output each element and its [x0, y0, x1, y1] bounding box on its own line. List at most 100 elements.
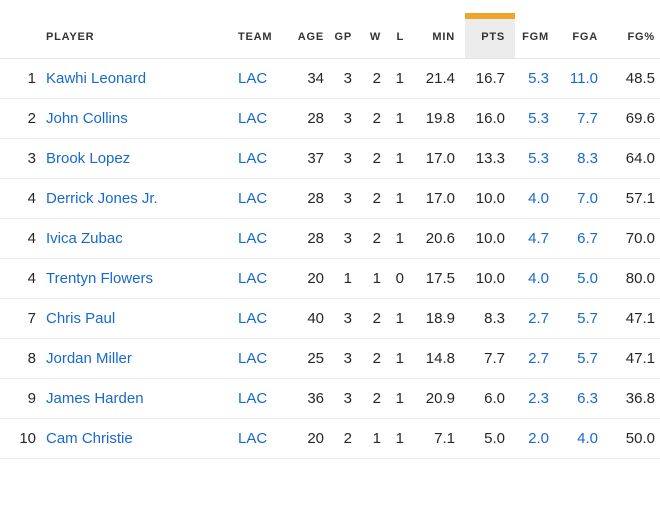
fga-cell[interactable]: 7.0	[559, 178, 608, 219]
team-link[interactable]: LAC	[232, 178, 280, 219]
player-name-link[interactable]: Trentyn Flowers	[36, 258, 232, 299]
l-cell: 1	[391, 378, 414, 419]
column-header-player[interactable]: PLAYER	[36, 0, 232, 59]
team-link[interactable]: LAC	[232, 418, 280, 459]
gp-cell: 2	[334, 418, 362, 459]
fgpct-cell: 50.0	[608, 418, 660, 459]
pts-cell: 16.0	[465, 98, 515, 139]
rank-cell: 10	[0, 418, 36, 459]
team-link[interactable]: LAC	[232, 58, 280, 99]
player-row: 4 Ivica Zubac LAC 28 3 2 1 20.6 10.0 4.7 6.7 70.0	[0, 218, 660, 259]
fgm-cell[interactable]: 2.0	[515, 418, 559, 459]
fgpct-cell: 69.6	[608, 98, 660, 139]
fga-cell[interactable]: 6.3	[559, 378, 608, 419]
age-cell: 37	[280, 138, 334, 179]
l-cell: 0	[391, 258, 414, 299]
fgpct-cell: 64.0	[608, 138, 660, 179]
player-name-link[interactable]: John Collins	[36, 98, 232, 139]
team-link[interactable]: LAC	[232, 138, 280, 179]
player-name-link[interactable]: Kawhi Leonard	[36, 58, 232, 99]
age-cell: 25	[280, 338, 334, 379]
player-row: 9 James Harden LAC 36 3 2 1 20.9 6.0 2.3 6.3 36.8	[0, 378, 660, 419]
gp-cell: 3	[334, 218, 362, 259]
player-name-link[interactable]: Derrick Jones Jr.	[36, 178, 232, 219]
column-header-fgpct[interactable]: FG%	[608, 0, 660, 59]
column-header-pts[interactable]: PTS	[465, 0, 515, 59]
fgpct-cell: 48.5	[608, 58, 660, 99]
column-header-l[interactable]: L	[391, 0, 414, 59]
rank-cell: 7	[0, 298, 36, 339]
pts-cell: 7.7	[465, 338, 515, 379]
gp-cell: 3	[334, 178, 362, 219]
pts-cell: 16.7	[465, 58, 515, 99]
fga-cell[interactable]: 5.7	[559, 338, 608, 379]
team-link[interactable]: LAC	[232, 378, 280, 419]
team-link[interactable]: LAC	[232, 338, 280, 379]
rank-cell: 1	[0, 58, 36, 99]
w-cell: 2	[362, 138, 391, 179]
team-link[interactable]: LAC	[232, 298, 280, 339]
fga-cell[interactable]: 7.7	[559, 98, 608, 139]
w-cell: 2	[362, 378, 391, 419]
l-cell: 1	[391, 138, 414, 179]
rank-cell: 8	[0, 338, 36, 379]
column-header-fgm[interactable]: FGM	[515, 0, 559, 59]
fga-cell[interactable]: 8.3	[559, 138, 608, 179]
player-row: 7 Chris Paul LAC 40 3 2 1 18.9 8.3 2.7 5.7 47.1	[0, 298, 660, 339]
player-name-link[interactable]: Ivica Zubac	[36, 218, 232, 259]
pts-cell: 6.0	[465, 378, 515, 419]
column-header-age[interactable]: AGE	[280, 0, 334, 59]
player-name-link[interactable]: James Harden	[36, 378, 232, 419]
column-header-w[interactable]: W	[362, 0, 391, 59]
fgpct-cell: 36.8	[608, 378, 660, 419]
pts-cell: 10.0	[465, 258, 515, 299]
fgm-cell[interactable]: 2.3	[515, 378, 559, 419]
column-header-min[interactable]: MIN	[414, 0, 465, 59]
player-row: 4 Trentyn Flowers LAC 20 1 1 0 17.5 10.0 4.0 5.0 80…	[0, 258, 660, 299]
fga-cell[interactable]: 4.0	[559, 418, 608, 459]
min-cell: 19.8	[414, 98, 465, 139]
fgpct-cell: 47.1	[608, 338, 660, 379]
player-name-link[interactable]: Chris Paul	[36, 298, 232, 339]
gp-cell: 1	[334, 258, 362, 299]
min-cell: 17.0	[414, 138, 465, 179]
player-row: 3 Brook Lopez LAC 37 3 2 1 17.0 13.3 5.3 8.3 64.0	[0, 138, 660, 179]
player-name-link[interactable]: Jordan Miller	[36, 338, 232, 379]
fga-cell[interactable]: 11.0	[559, 58, 608, 99]
fga-cell[interactable]: 6.7	[559, 218, 608, 259]
team-link[interactable]: LAC	[232, 258, 280, 299]
fgm-cell[interactable]: 5.3	[515, 58, 559, 99]
fga-cell[interactable]: 5.0	[559, 258, 608, 299]
pts-cell: 8.3	[465, 298, 515, 339]
w-cell: 2	[362, 338, 391, 379]
team-link[interactable]: LAC	[232, 98, 280, 139]
player-name-link[interactable]: Brook Lopez	[36, 138, 232, 179]
rank-cell: 2	[0, 98, 36, 139]
fga-cell[interactable]: 5.7	[559, 298, 608, 339]
player-name-link[interactable]: Cam Christie	[36, 418, 232, 459]
l-cell: 1	[391, 338, 414, 379]
fgm-cell[interactable]: 5.3	[515, 138, 559, 179]
age-cell: 20	[280, 418, 334, 459]
fgm-cell[interactable]: 2.7	[515, 298, 559, 339]
w-cell: 2	[362, 178, 391, 219]
age-cell: 20	[280, 258, 334, 299]
fgm-cell[interactable]: 5.3	[515, 98, 559, 139]
age-cell: 28	[280, 218, 334, 259]
team-link[interactable]: LAC	[232, 218, 280, 259]
pts-cell: 10.0	[465, 178, 515, 219]
min-cell: 17.5	[414, 258, 465, 299]
w-cell: 1	[362, 418, 391, 459]
fgm-cell[interactable]: 4.0	[515, 258, 559, 299]
column-header-gp[interactable]: GP	[334, 0, 362, 59]
fgm-cell[interactable]: 4.0	[515, 178, 559, 219]
age-cell: 40	[280, 298, 334, 339]
column-header-fga[interactable]: FGA	[559, 0, 608, 59]
w-cell: 1	[362, 258, 391, 299]
gp-cell: 3	[334, 138, 362, 179]
pts-cell: 13.3	[465, 138, 515, 179]
column-header-team[interactable]: TEAM	[232, 0, 280, 59]
l-cell: 1	[391, 98, 414, 139]
fgm-cell[interactable]: 4.7	[515, 218, 559, 259]
fgm-cell[interactable]: 2.7	[515, 338, 559, 379]
